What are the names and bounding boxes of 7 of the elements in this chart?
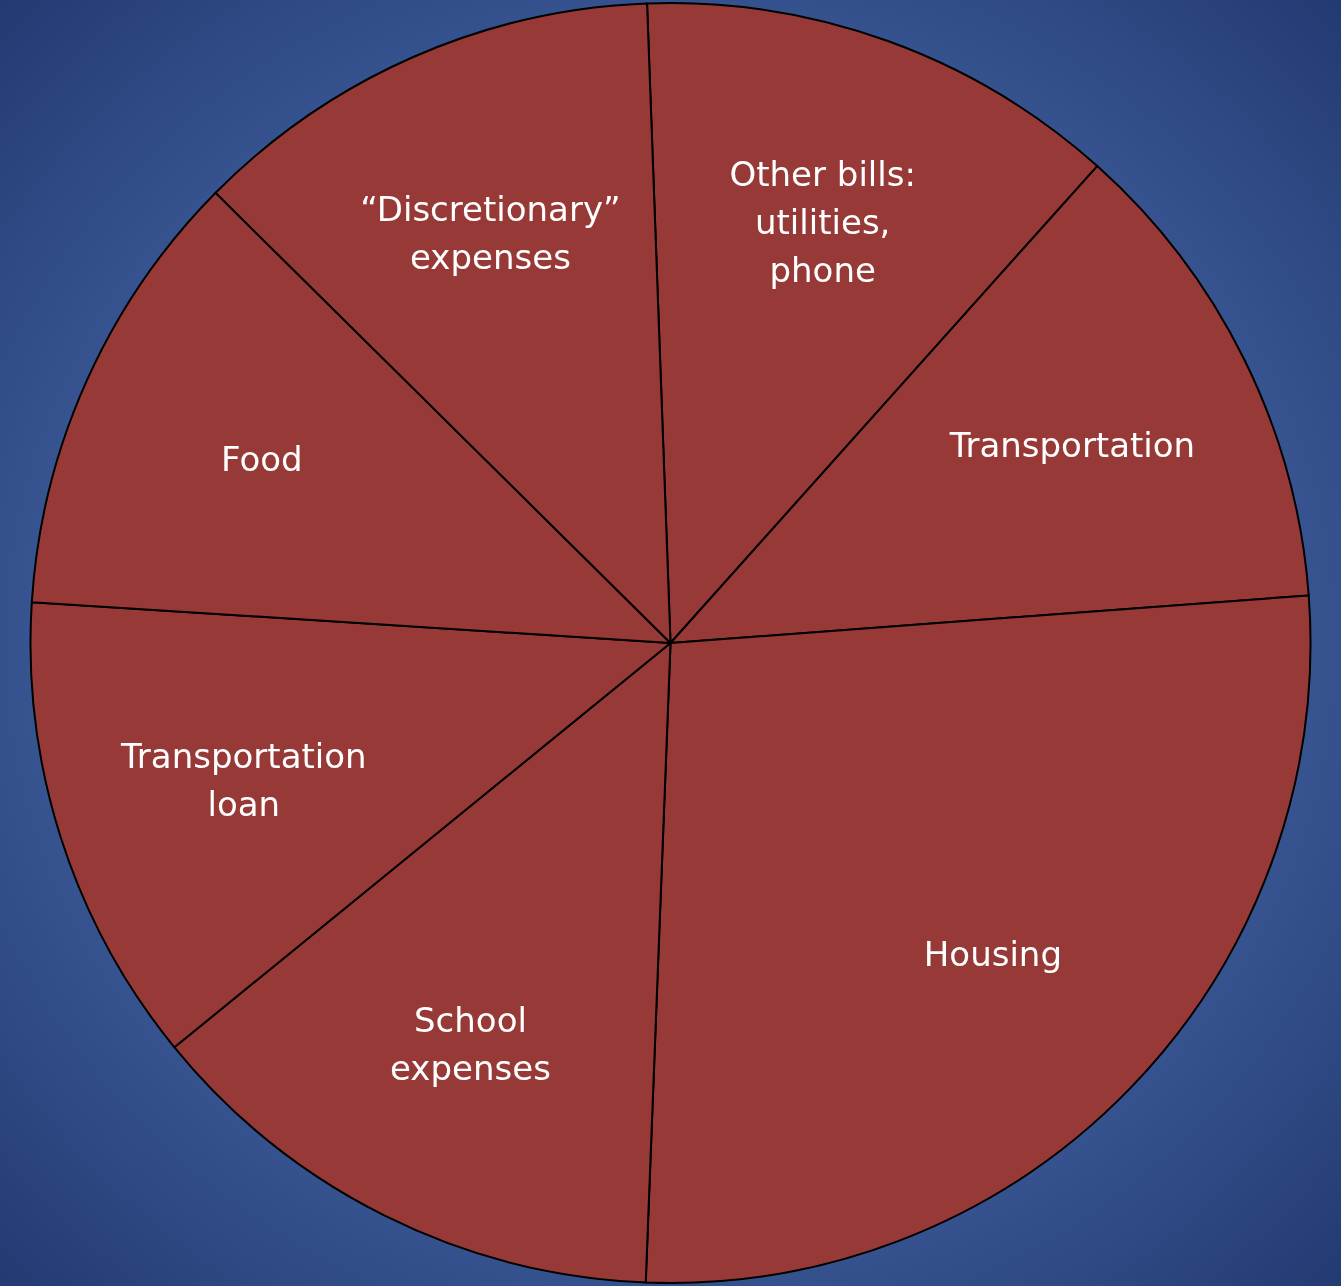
slice-label: Food (221, 439, 303, 480)
slice-label: “Discretionary” expenses (360, 188, 621, 277)
slice-label: Other bills: utilities, phone (729, 153, 916, 290)
slice-label: Housing (923, 934, 1062, 975)
slice-label: Transportation (948, 425, 1196, 466)
slice-label: School expenses (390, 999, 551, 1088)
slice-label: Transportation loan (120, 735, 367, 824)
